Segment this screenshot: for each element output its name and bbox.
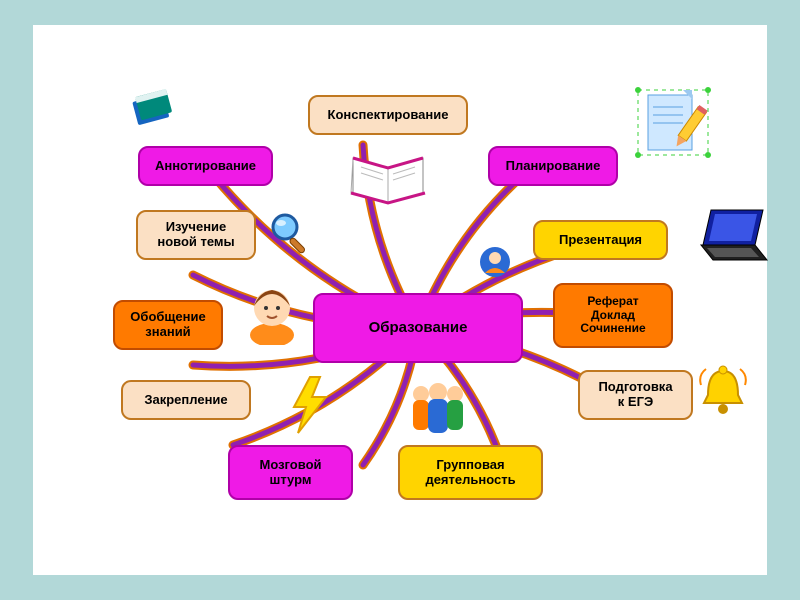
books-icon (123, 85, 183, 135)
node-brainstorm: Мозговой штурм (228, 445, 353, 500)
node-annotating: Аннотирование (138, 146, 273, 186)
bell-icon (698, 365, 748, 420)
node-label: Мозговой штурм (260, 458, 322, 488)
laptop-icon (693, 205, 773, 265)
node-label: Планирование (506, 159, 601, 174)
node-label: Групповая деятельность (425, 458, 515, 488)
node-referat: Реферат Доклад Сочинение (553, 283, 673, 348)
center-label: Образование (369, 319, 468, 336)
node-presentation: Презентация (533, 220, 668, 260)
node-label: Презентация (559, 233, 642, 248)
node-label: Закрепление (144, 393, 227, 408)
node-label: Изучение новой темы (157, 220, 234, 250)
node-fixation: Закрепление (121, 380, 251, 420)
node-newtopic: Изучение новой темы (136, 210, 256, 260)
person-avatar-icon (245, 280, 300, 345)
node-label: Обобщение знаний (130, 310, 205, 340)
globe-user-icon (478, 245, 513, 280)
node-group: Групповая деятельность (398, 445, 543, 500)
diagram-canvas: Образование Аннотирование Изучение новой… (33, 25, 767, 575)
lightning-icon (288, 375, 333, 435)
open-book-icon (343, 143, 433, 213)
node-planning: Планирование (488, 146, 618, 186)
node-label: Конспектирование (328, 108, 449, 123)
node-generalize: Обобщение знаний (113, 300, 223, 350)
document-pencil-icon (633, 85, 713, 160)
node-label: Аннотирование (155, 159, 256, 174)
group-people-icon (403, 380, 473, 440)
magnifier-icon (268, 210, 313, 255)
center-node: Образование (313, 293, 523, 363)
node-label: Подготовка к ЕГЭ (598, 380, 672, 410)
node-ege: Подготовка к ЕГЭ (578, 370, 693, 420)
node-notes: Конспектирование (308, 95, 468, 135)
node-label: Реферат Доклад Сочинение (580, 295, 645, 336)
page-background: Образование Аннотирование Изучение новой… (0, 0, 800, 600)
